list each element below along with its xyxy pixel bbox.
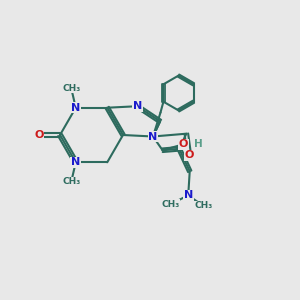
Text: O: O — [34, 130, 44, 140]
Text: N: N — [148, 131, 158, 142]
Text: CH₃: CH₃ — [62, 84, 80, 93]
Text: N: N — [71, 103, 80, 113]
Text: N: N — [184, 190, 193, 200]
Text: N: N — [133, 101, 142, 111]
Text: CH₃: CH₃ — [194, 201, 212, 210]
Text: O: O — [179, 139, 188, 149]
Text: CH₃: CH₃ — [62, 177, 80, 186]
Text: CH₃: CH₃ — [161, 200, 179, 209]
Text: H: H — [194, 139, 202, 149]
Text: N: N — [71, 157, 80, 167]
Text: N: N — [148, 131, 158, 142]
Text: O: O — [185, 150, 194, 160]
